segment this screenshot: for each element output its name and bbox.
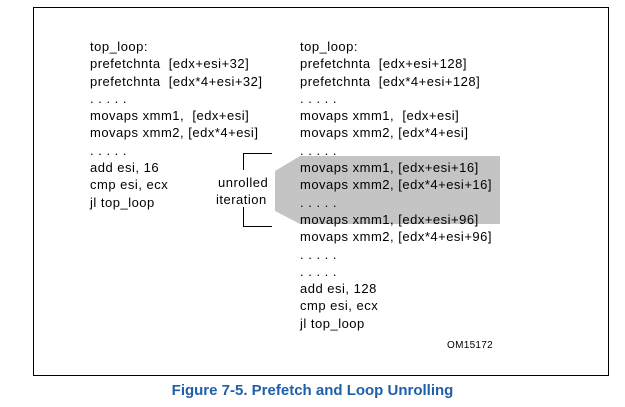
code-line: jl top_loop — [300, 315, 365, 331]
bracket-bottom — [243, 207, 272, 227]
bracket-top — [243, 153, 272, 170]
code-line: top_loop: — [90, 39, 148, 54]
code-line: movaps xmm2, [edx*4+esi] — [90, 125, 259, 141]
code-line: . . . . . — [300, 142, 338, 158]
code-line: prefetchnta [edx*4+esi+32] — [90, 73, 263, 89]
code-line: movaps xmm2, [edx*4+esi+96] — [300, 229, 492, 245]
code-line: . . . . . — [300, 246, 338, 262]
code-line: jl top_loop — [90, 194, 155, 210]
unrolled-loop-code: top_loop: prefetchnta [edx+esi+128] prefet… — [300, 38, 492, 332]
code-line: prefetchnta [edx*4+esi+128] — [300, 73, 481, 89]
code-line: cmp esi, ecx — [300, 298, 379, 314]
code-line: prefetchnta [edx+esi+32] — [90, 56, 250, 72]
original-loop-code: top_loop: prefetchnta [edx+esi+32] prefetc… — [90, 38, 263, 211]
code-line: movaps xmm2, [edx*4+esi] — [300, 125, 469, 141]
code-line: movaps xmm1, [edx+esi+96] — [300, 211, 479, 227]
code-line: . . . . . — [90, 142, 128, 158]
code-line: . . . . . — [300, 90, 338, 106]
code-line: . . . . . — [90, 90, 128, 106]
code-line: movaps xmm1, [edx+esi+16] — [300, 160, 479, 176]
code-line: movaps xmm1, [edx+esi] — [300, 108, 460, 124]
code-line: movaps xmm2, [edx*4+esi+16] — [300, 177, 492, 193]
unrolled-label: unrolled — [218, 175, 269, 190]
figure-frame — [33, 7, 609, 376]
code-line: movaps xmm1, [edx+esi] — [90, 108, 250, 124]
code-line: add esi, 16 — [90, 160, 160, 176]
code-line: top_loop: — [300, 39, 358, 54]
code-line: cmp esi, ecx — [90, 177, 169, 193]
code-line: . . . . . — [300, 194, 338, 210]
code-line: prefetchnta [edx+esi+128] — [300, 56, 467, 72]
figure-caption: Figure 7-5. Prefetch and Loop Unrolling — [171, 382, 454, 399]
figure-reference-id: OM15172 — [447, 340, 494, 351]
code-line: . . . . . — [300, 263, 338, 279]
iteration-label: iteration — [216, 192, 267, 207]
code-line: add esi, 128 — [300, 281, 377, 297]
